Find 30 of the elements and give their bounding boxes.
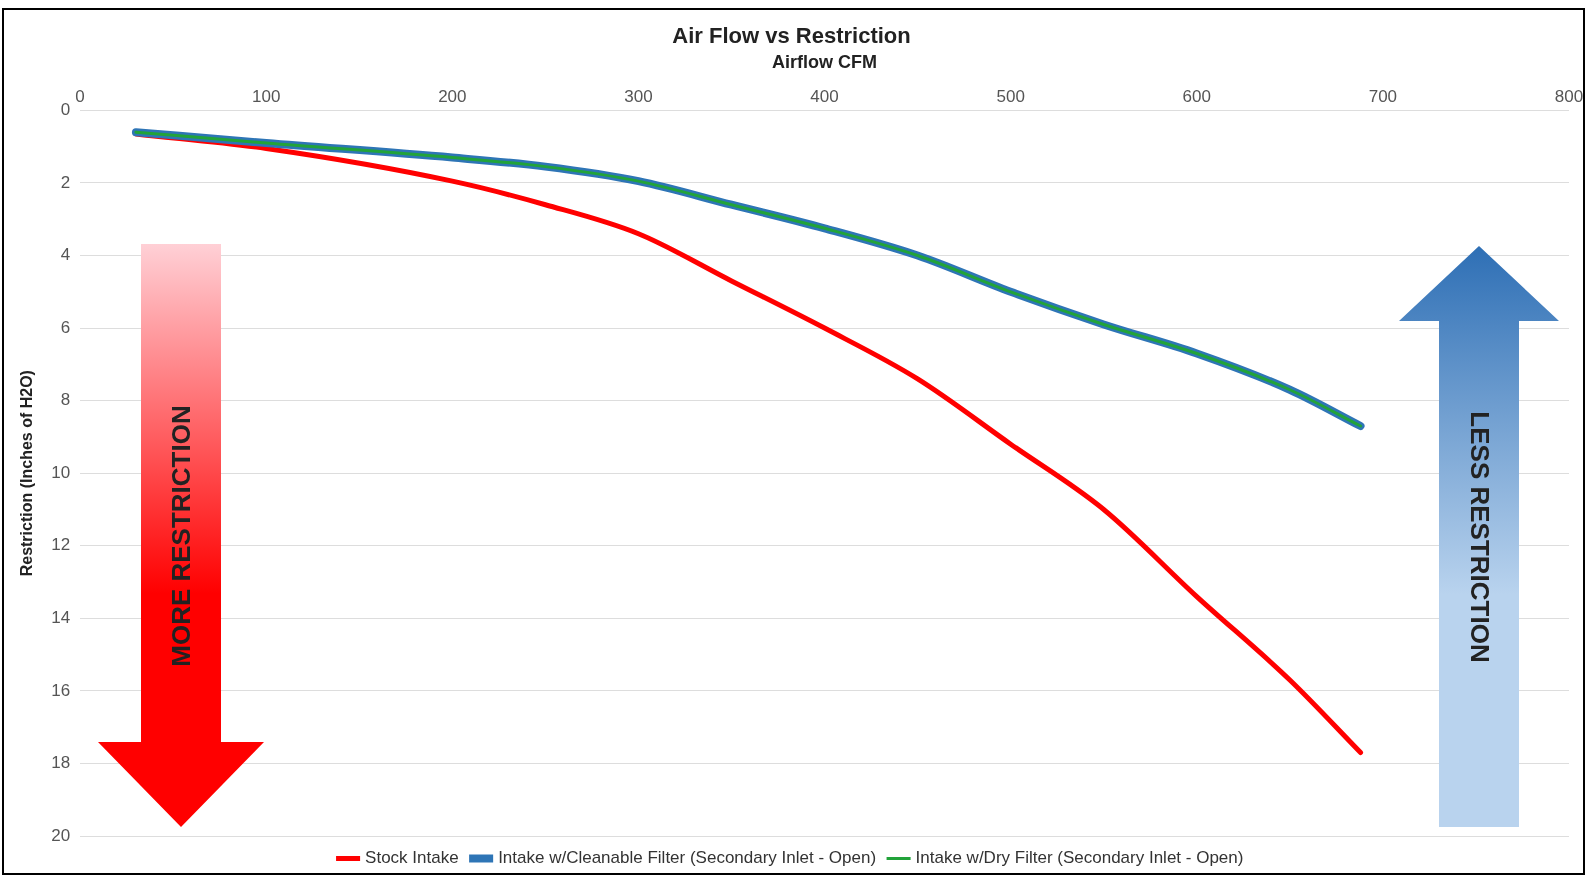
y-tick-label: 10: [51, 462, 71, 482]
x-tick-label: 600: [1182, 86, 1211, 106]
chart-title: Air Flow vs Restriction: [672, 23, 911, 49]
down-arrow: MORE RESTRICTION: [98, 244, 264, 827]
y-tick-label: 16: [51, 680, 71, 700]
x-tick-label: 100: [252, 86, 281, 106]
legend-label: Stock Intake: [365, 848, 459, 868]
x-tick-label: 200: [438, 86, 467, 106]
y-tick-label: 14: [51, 608, 71, 628]
legend-label: Intake w/Dry Filter (Secondary Inlet - Open): [915, 848, 1244, 868]
x-axis-title: Airflow CFM: [772, 52, 878, 73]
x-tick-label: 0: [75, 86, 85, 106]
x-tick-label: 300: [624, 86, 653, 106]
y-tick-label: 4: [60, 245, 71, 265]
up-arrow: LESS RESTRICTION: [1399, 246, 1559, 827]
x-tick-label: 800: [1554, 86, 1584, 106]
y-tick-label: 18: [51, 753, 71, 773]
y-axis-title: Restriction (Inches of H2O): [18, 370, 36, 577]
x-tick-label: 500: [996, 86, 1025, 106]
x-tick-label: 700: [1368, 86, 1398, 106]
y-tick-label: 2: [60, 172, 71, 192]
legend-label: Intake w/Cleanable Filter (Secondary Inlet - Open): [498, 848, 877, 868]
x-tick-label: 400: [810, 86, 839, 106]
y-tick-label: 8: [60, 390, 71, 410]
y-tick-label: 20: [51, 825, 71, 845]
annotation: MORE RESTRICTION: [165, 404, 197, 667]
y-tick-label: 12: [51, 535, 71, 555]
y-tick-label: 6: [60, 317, 71, 337]
annotation: LESS RESTRICTION: [1463, 410, 1495, 663]
y-tick-label: 0: [60, 100, 71, 120]
